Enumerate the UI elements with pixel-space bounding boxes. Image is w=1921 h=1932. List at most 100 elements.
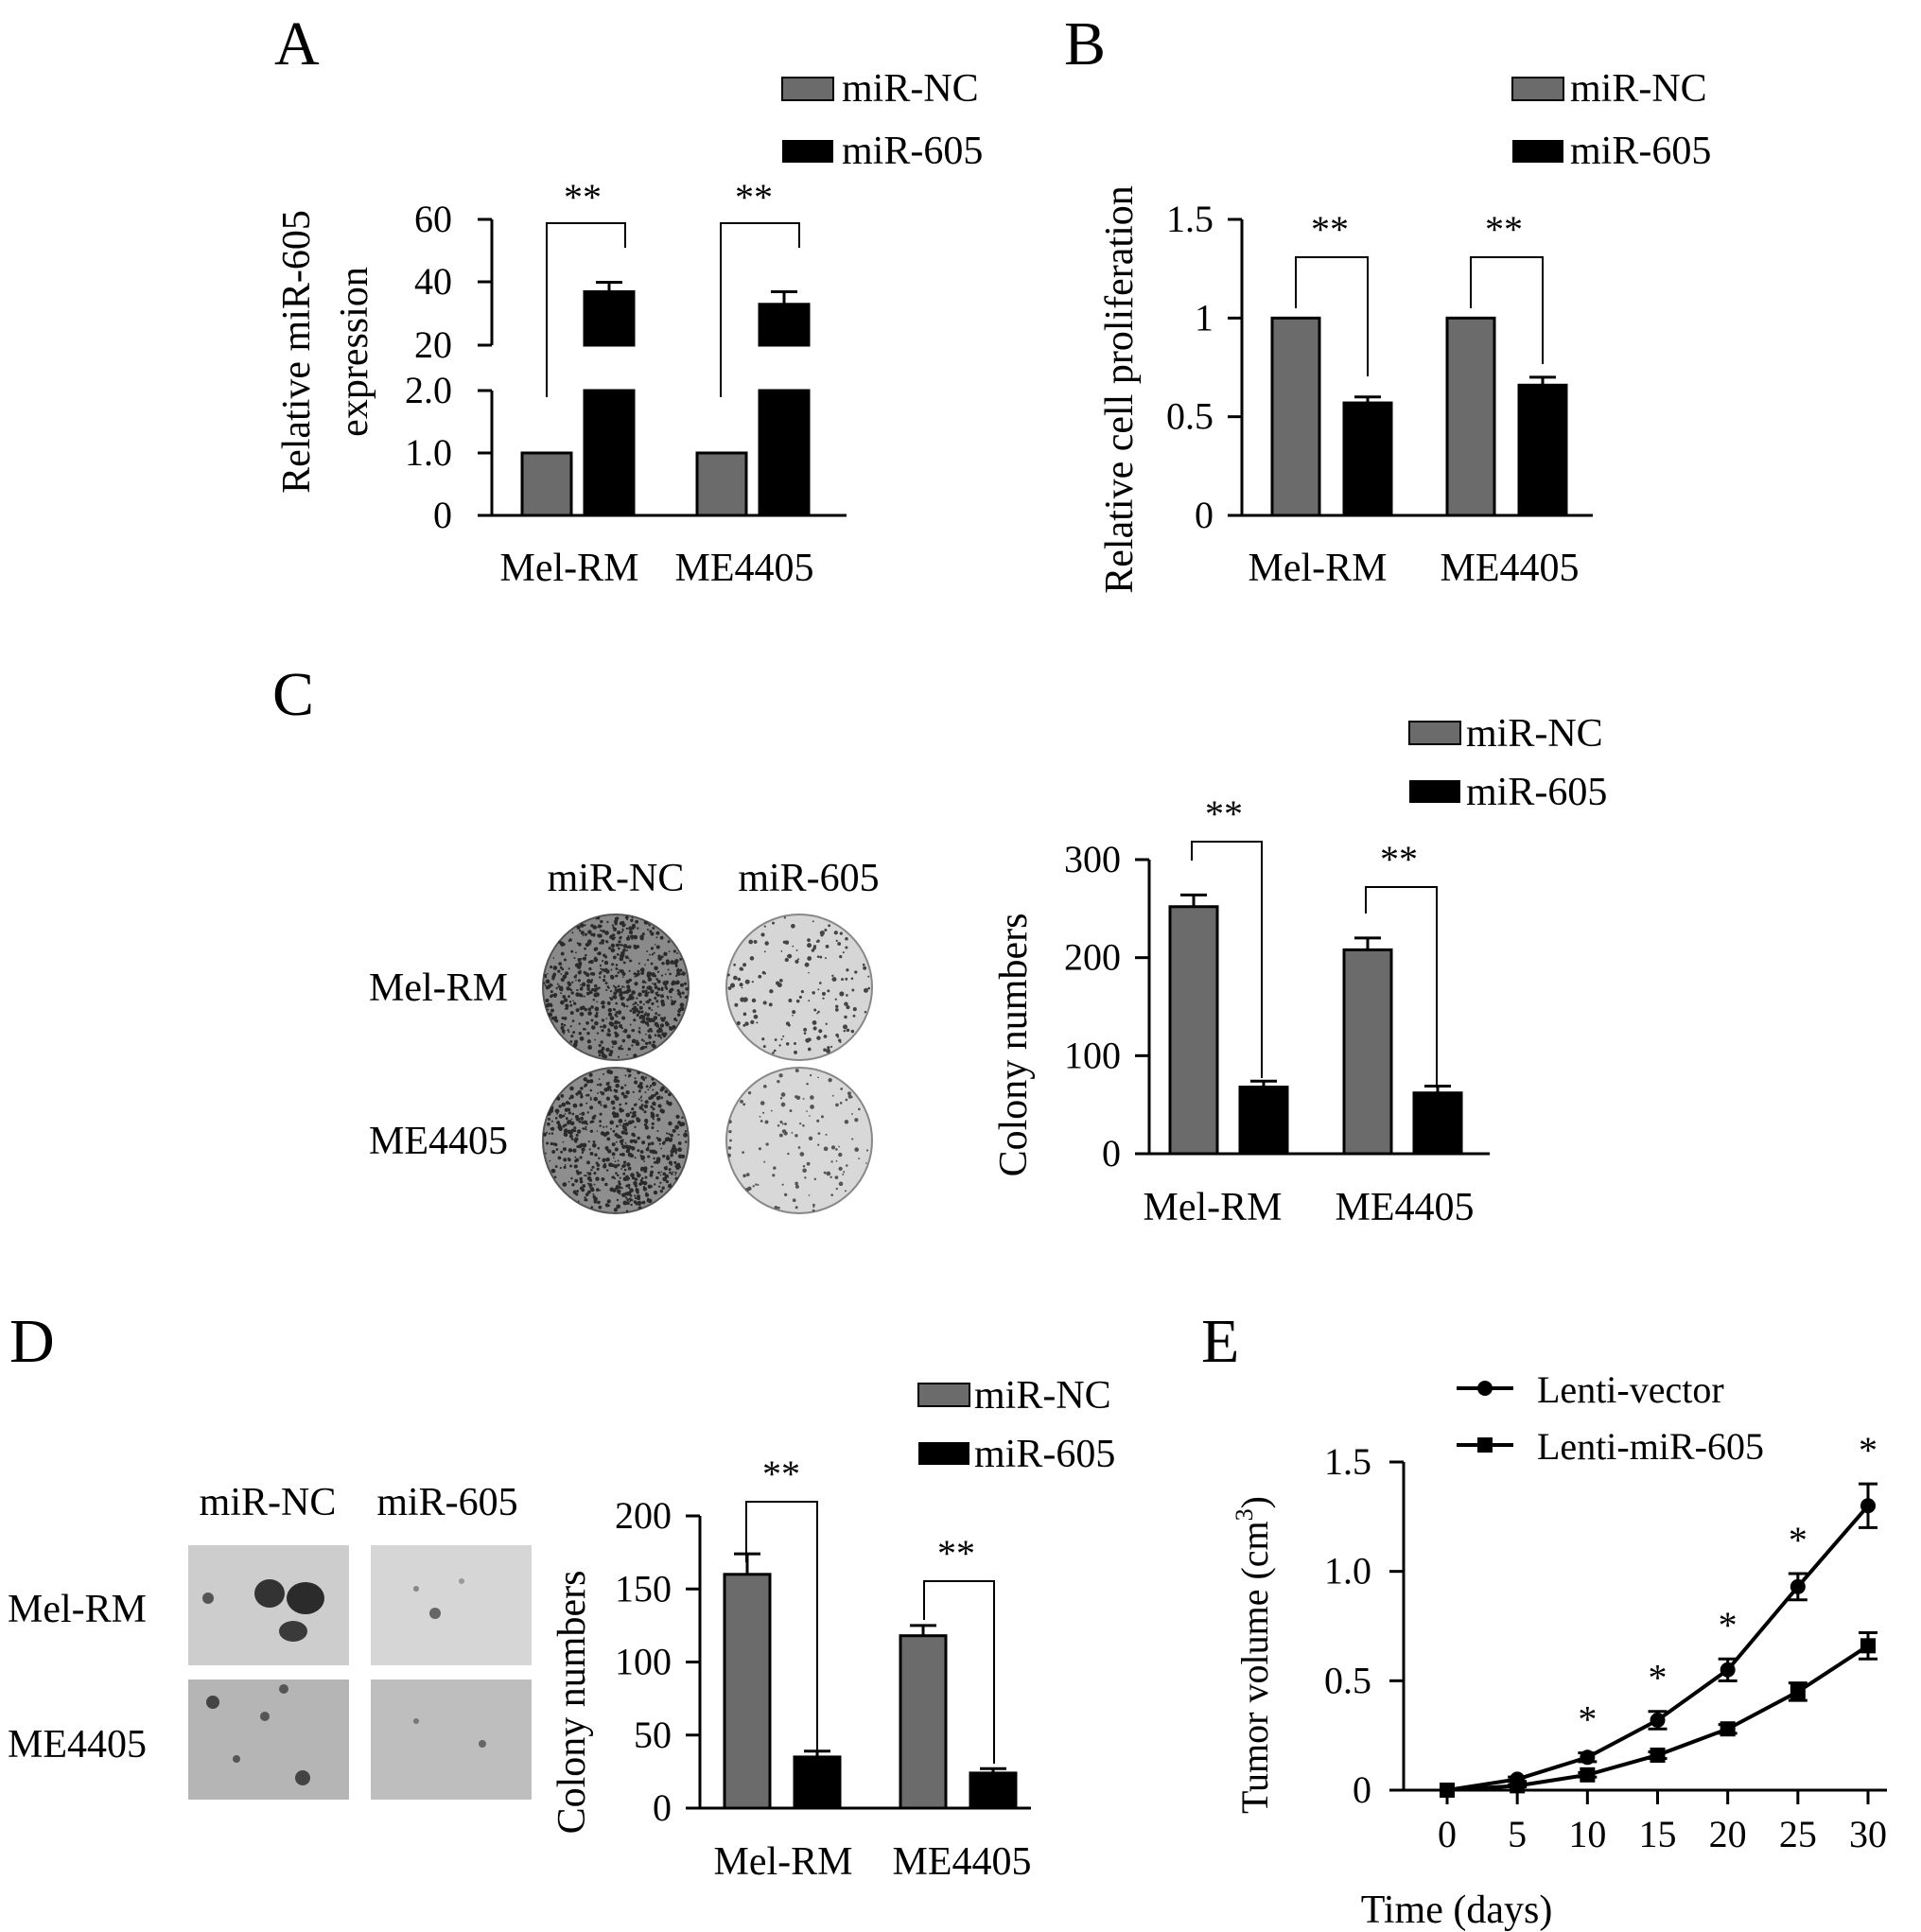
colony-dot	[783, 916, 786, 919]
colony-dot	[651, 1122, 655, 1125]
colony-dot	[637, 1003, 639, 1006]
colony-dot	[621, 971, 626, 976]
colony-dot	[633, 1018, 637, 1022]
colony-dot	[623, 961, 626, 965]
y-tick-label: 50	[634, 1714, 672, 1756]
colony-dot	[631, 1038, 637, 1044]
colony-dot	[602, 1024, 606, 1029]
colony-dot	[604, 1182, 608, 1187]
colony-dot	[864, 1011, 867, 1014]
colony-dot	[641, 980, 646, 983]
colony-dot	[657, 1014, 661, 1017]
colony-dot	[838, 1152, 843, 1157]
colony-dot	[632, 1090, 635, 1093]
colony-dot	[852, 1014, 856, 1018]
colony-dot	[593, 956, 597, 960]
y-axis-label-line1: Relative miR-605	[275, 210, 319, 494]
colony-dot	[631, 1120, 635, 1123]
colony-dot	[760, 1101, 765, 1105]
colony-dot	[835, 1148, 838, 1151]
colony-dot	[550, 1017, 555, 1020]
colony-dot	[778, 978, 783, 983]
colony-dot	[638, 1027, 641, 1030]
colony-dot	[581, 1147, 585, 1152]
significance-label: *	[1859, 1429, 1877, 1471]
colony-dot	[606, 1070, 611, 1074]
bars-b	[1270, 316, 1568, 517]
colony-dot	[593, 987, 598, 993]
colony-dot	[551, 1105, 554, 1109]
colony-dot	[613, 1025, 619, 1030]
colony-dot	[616, 1198, 620, 1202]
colony-dot	[631, 1044, 634, 1047]
colony-dot	[676, 952, 679, 954]
colony-dot	[607, 1029, 611, 1033]
colony-dot	[659, 994, 665, 999]
colony-dot	[588, 966, 592, 971]
panel-letter-b: B	[1064, 9, 1106, 78]
data-point	[1440, 1783, 1455, 1798]
colony-dot	[752, 1009, 757, 1014]
colony-dot	[681, 991, 685, 995]
colony-dot	[600, 919, 603, 924]
significance-label: **	[1205, 792, 1243, 835]
colony-dot	[589, 1088, 593, 1092]
colony-dot	[621, 985, 624, 988]
colony-dot	[586, 1111, 589, 1114]
colony-dot	[668, 1121, 672, 1126]
colony-dot	[598, 976, 602, 979]
bar-lower-segment	[758, 389, 811, 517]
colony-dot	[645, 1168, 648, 1171]
colony-dot	[825, 957, 827, 960]
colony-dot	[648, 1096, 653, 1101]
colony-dot	[808, 1136, 813, 1141]
colony-dot	[567, 1157, 570, 1160]
colony-dot	[673, 1160, 677, 1164]
legend-label-nc: miR-NC	[974, 1374, 1111, 1418]
colony-dot	[845, 946, 848, 949]
colony-dot	[587, 1140, 590, 1143]
colony-dot	[659, 1036, 663, 1039]
colony-dot	[575, 1008, 580, 1013]
colony-dot	[648, 924, 651, 927]
colony-dot	[672, 1171, 674, 1174]
colony-dot	[637, 1089, 641, 1093]
colony-dot	[654, 1183, 656, 1186]
colony-dot	[812, 991, 815, 995]
colony-dot	[762, 1001, 767, 1005]
colony-dot	[628, 1186, 631, 1190]
colony-dot	[574, 1156, 577, 1158]
colony-dot	[622, 1030, 624, 1033]
colony-dot	[772, 1052, 775, 1054]
colony-dot	[857, 1107, 861, 1111]
colony-dot	[663, 1140, 666, 1143]
colony-dot	[619, 993, 623, 998]
colony-dot	[803, 1027, 808, 1032]
colony-dot	[839, 1101, 843, 1105]
colony-dot	[812, 1209, 815, 1212]
colony-dot	[628, 1191, 632, 1194]
colony-dot	[683, 1132, 688, 1137]
colony-dot	[821, 991, 826, 996]
colony-dot	[568, 995, 570, 999]
colony-dot	[816, 1012, 818, 1015]
colony-dot	[802, 1168, 807, 1174]
colony-dot	[613, 1208, 618, 1212]
colony-dot	[595, 1011, 599, 1015]
colony-dot	[593, 1183, 596, 1186]
colony-dot	[663, 951, 668, 957]
colony-dot	[656, 979, 661, 983]
colony-dot	[846, 1028, 850, 1033]
colony-dot	[556, 1112, 559, 1115]
colony-dot	[620, 1047, 624, 1051]
colony-dot	[842, 1174, 845, 1175]
colony-dot	[600, 1001, 603, 1005]
colony-dot	[623, 1028, 628, 1033]
colony-dot	[843, 1029, 847, 1033]
colony-dot	[599, 1083, 602, 1087]
colony-dot	[601, 1176, 605, 1181]
colony-dish-image	[542, 1067, 690, 1214]
colony-dot	[584, 995, 586, 998]
colony-dot	[623, 1168, 627, 1172]
colony-dot	[649, 1085, 653, 1088]
